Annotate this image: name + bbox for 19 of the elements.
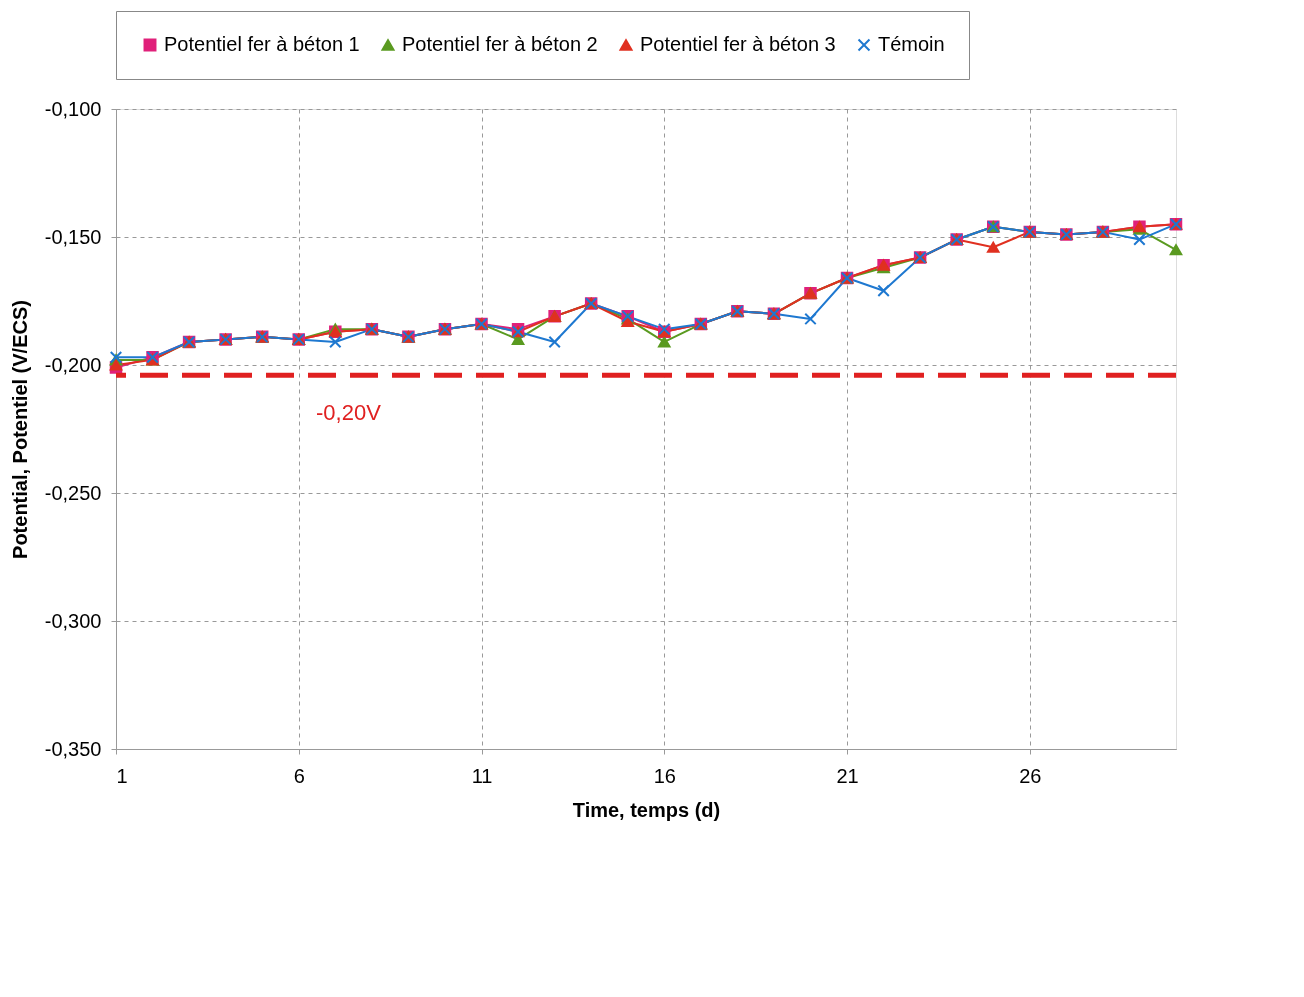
x-tick-label: 1 — [116, 764, 128, 787]
legend-label: Potentiel fer à béton 2 — [402, 33, 598, 55]
legend-label: Témoin — [878, 33, 945, 55]
x-tick-label: 11 — [471, 764, 493, 787]
y-tick-label: -0,100 — [44, 97, 102, 120]
y-tick-label: -0,250 — [44, 481, 102, 504]
legend-label: Potentiel fer à béton 1 — [164, 33, 360, 55]
y-tick-label: -0,350 — [44, 737, 102, 760]
legend-label: Potentiel fer à béton 3 — [640, 33, 836, 55]
x-tick-label: 26 — [1019, 764, 1042, 787]
x-tick-label: 21 — [836, 764, 859, 787]
y-tick-label: -0,300 — [44, 609, 102, 632]
ref-line-label: -0,20V — [316, 400, 382, 426]
x-tick-label: 16 — [653, 764, 676, 787]
x-axis-title: Time, temps (d) — [572, 798, 721, 821]
x-tick-label: 6 — [293, 764, 305, 787]
y-axis-title: Potential, Potentiel (V/ECS) — [8, 300, 31, 559]
y-tick-label: -0,200 — [44, 353, 102, 376]
y-tick-label: -0,150 — [44, 225, 102, 248]
